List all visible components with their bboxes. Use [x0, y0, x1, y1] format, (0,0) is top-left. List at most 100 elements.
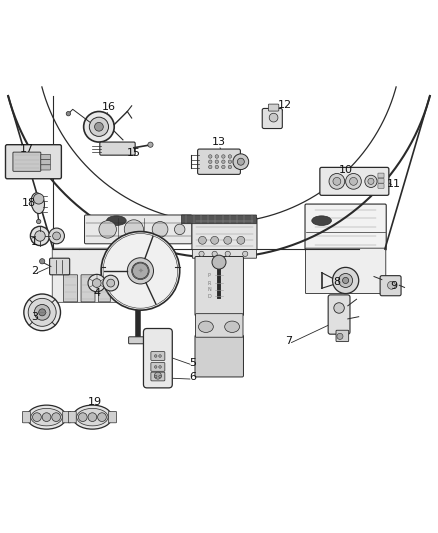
Ellipse shape [31, 408, 62, 426]
Circle shape [339, 273, 353, 287]
Text: 1: 1 [31, 238, 38, 247]
FancyBboxPatch shape [195, 256, 244, 316]
Circle shape [215, 165, 219, 169]
Circle shape [84, 111, 114, 142]
Ellipse shape [73, 405, 112, 429]
FancyBboxPatch shape [262, 108, 283, 128]
Circle shape [88, 413, 97, 422]
Text: 18: 18 [22, 198, 36, 208]
Circle shape [211, 236, 219, 244]
FancyBboxPatch shape [63, 411, 71, 423]
FancyBboxPatch shape [181, 215, 257, 224]
Circle shape [174, 224, 185, 235]
FancyBboxPatch shape [380, 276, 401, 296]
Circle shape [32, 413, 41, 422]
FancyBboxPatch shape [85, 215, 192, 244]
Circle shape [222, 165, 225, 169]
Ellipse shape [77, 408, 108, 426]
Ellipse shape [198, 321, 213, 333]
Text: 13: 13 [212, 137, 226, 147]
Text: 11: 11 [387, 179, 401, 189]
FancyBboxPatch shape [305, 204, 386, 251]
Text: 5: 5 [189, 358, 196, 368]
FancyBboxPatch shape [129, 337, 149, 344]
Circle shape [78, 413, 87, 422]
FancyBboxPatch shape [151, 362, 165, 372]
FancyBboxPatch shape [81, 275, 95, 302]
Ellipse shape [31, 193, 45, 214]
Circle shape [333, 177, 341, 185]
Circle shape [334, 303, 344, 313]
Circle shape [228, 155, 232, 158]
FancyBboxPatch shape [13, 152, 41, 171]
Circle shape [228, 165, 232, 169]
FancyBboxPatch shape [144, 328, 172, 388]
Circle shape [329, 174, 345, 189]
Text: 6: 6 [189, 372, 196, 382]
Text: N: N [208, 287, 211, 292]
Circle shape [215, 155, 219, 158]
Circle shape [53, 232, 60, 240]
Circle shape [332, 268, 359, 294]
Circle shape [39, 309, 46, 316]
Circle shape [159, 366, 161, 368]
Circle shape [152, 222, 168, 237]
Circle shape [24, 294, 60, 330]
FancyBboxPatch shape [22, 411, 30, 423]
Circle shape [233, 154, 249, 169]
Circle shape [269, 113, 278, 122]
Circle shape [225, 251, 230, 256]
Circle shape [36, 220, 41, 224]
Text: R: R [208, 280, 211, 286]
Circle shape [154, 354, 157, 357]
Circle shape [49, 228, 64, 244]
FancyBboxPatch shape [268, 104, 279, 111]
Circle shape [222, 155, 225, 158]
Circle shape [154, 372, 161, 379]
Circle shape [148, 142, 153, 147]
Circle shape [92, 279, 101, 287]
Circle shape [208, 155, 212, 158]
FancyBboxPatch shape [192, 249, 257, 258]
FancyBboxPatch shape [68, 411, 76, 423]
Circle shape [388, 281, 396, 289]
Circle shape [98, 413, 106, 422]
FancyBboxPatch shape [151, 372, 165, 381]
Circle shape [337, 333, 343, 340]
FancyBboxPatch shape [320, 167, 389, 195]
Circle shape [159, 354, 161, 357]
Circle shape [101, 231, 180, 310]
Circle shape [52, 413, 60, 422]
Circle shape [237, 158, 244, 165]
FancyBboxPatch shape [336, 330, 349, 342]
Text: 17: 17 [20, 143, 34, 154]
Text: 10: 10 [339, 165, 353, 175]
Circle shape [198, 236, 206, 244]
Circle shape [237, 236, 245, 244]
Circle shape [132, 262, 149, 280]
Circle shape [159, 375, 161, 378]
Circle shape [222, 160, 225, 164]
Circle shape [35, 231, 45, 241]
FancyBboxPatch shape [198, 149, 240, 174]
Circle shape [127, 258, 153, 284]
FancyBboxPatch shape [109, 411, 117, 423]
FancyBboxPatch shape [192, 217, 257, 250]
FancyBboxPatch shape [52, 248, 133, 302]
FancyBboxPatch shape [151, 352, 165, 360]
Circle shape [154, 375, 157, 378]
Text: 7: 7 [285, 336, 293, 346]
Circle shape [34, 304, 50, 320]
FancyBboxPatch shape [378, 173, 384, 178]
Circle shape [33, 193, 44, 204]
Circle shape [212, 255, 226, 269]
FancyBboxPatch shape [6, 144, 61, 179]
Circle shape [365, 175, 377, 188]
Circle shape [42, 413, 51, 422]
Text: 15: 15 [127, 148, 141, 158]
FancyBboxPatch shape [100, 142, 135, 155]
Circle shape [368, 179, 374, 184]
FancyBboxPatch shape [305, 248, 386, 294]
Circle shape [30, 227, 49, 246]
Text: 3: 3 [31, 312, 38, 322]
